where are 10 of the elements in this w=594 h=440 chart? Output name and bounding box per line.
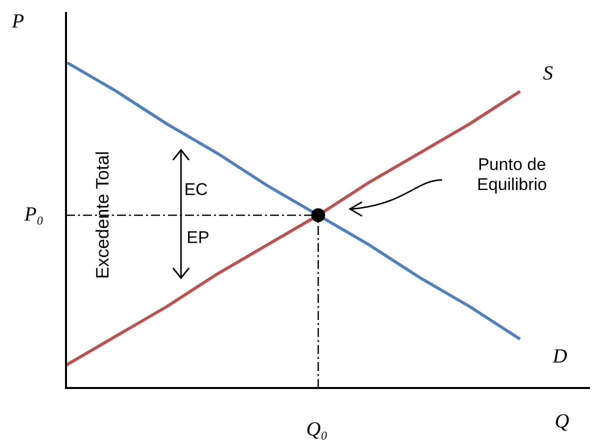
x-axis-title: Q [554,410,570,432]
annotation: Punto de Equilibrio [477,155,547,195]
annotation: Excedente Total [92,151,114,279]
y-axis-title: P [10,10,24,32]
series-label: S [543,62,553,85]
series-label: D [552,345,568,368]
annotation: EP [186,228,210,248]
text: Q₀ [306,418,328,440]
ref-line-label: P₀ [23,203,44,226]
annotation: EC [184,180,208,200]
